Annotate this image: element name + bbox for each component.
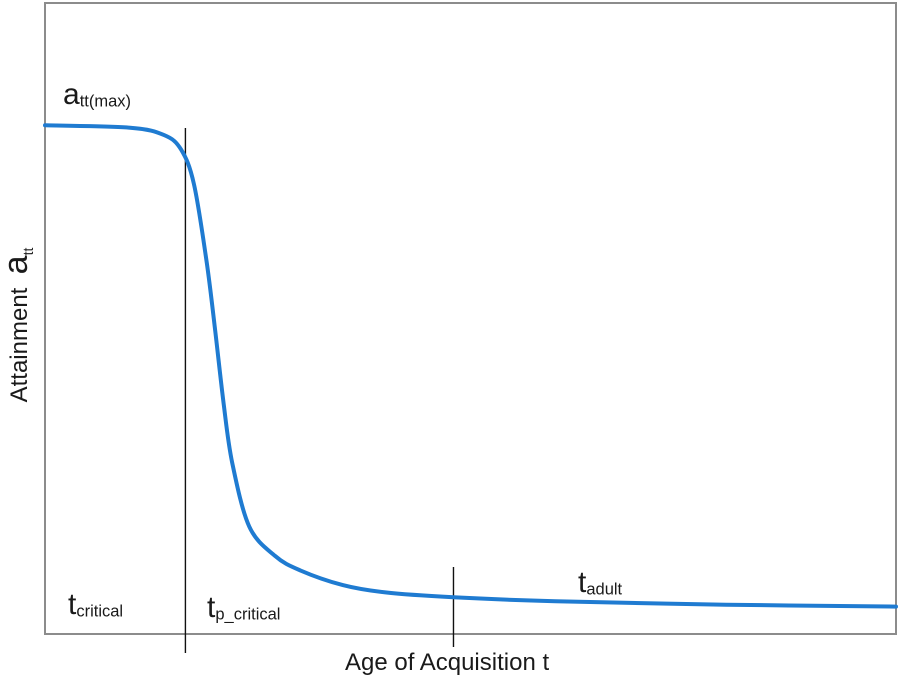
series-line-attainment (43, 123, 898, 609)
annotation-t-adult-main: t (578, 566, 587, 599)
marker-label-t-critical-main: t (68, 588, 77, 621)
x-axis-label: Age of Acquisition t (345, 649, 550, 676)
marker-label-t-critical: tcritical (68, 590, 123, 620)
y-axis-label-symbol: a (0, 255, 35, 275)
plot-frame (44, 2, 897, 635)
marker-label-t-p-critical-sub: p_critical (215, 605, 281, 624)
annotation-a-max-main: a (63, 78, 80, 111)
annotation-a-max: att(max) (63, 80, 131, 110)
y-axis-label: Attainment att (0, 248, 36, 403)
y-axis-label-symbol-sub: tt (19, 247, 36, 256)
annotation-t-adult-sub: adult (586, 580, 623, 599)
marker-label-t-p-critical-main: t (207, 591, 216, 624)
marker-label-t-critical-sub: critical (76, 602, 124, 621)
y-axis-label-text: Attainment (6, 287, 33, 403)
annotation-t-adult: tadult (578, 568, 622, 598)
marker-label-t-p-critical: tp_critical (207, 593, 280, 623)
annotation-a-max-sub: tt(max) (79, 92, 132, 111)
